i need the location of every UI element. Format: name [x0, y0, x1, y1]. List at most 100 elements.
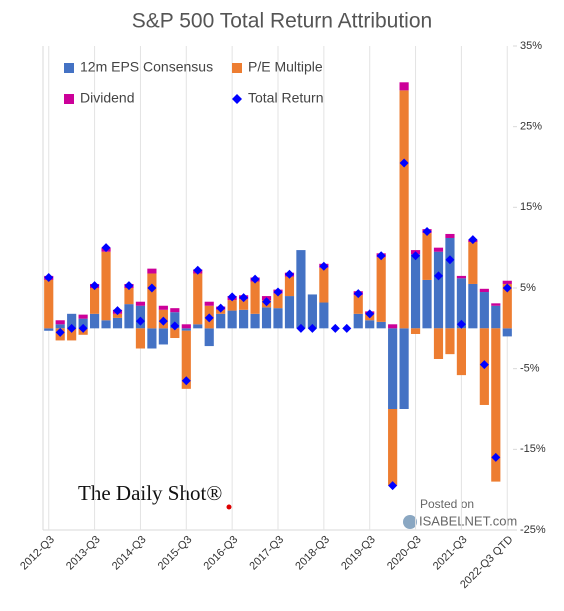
bar-segment	[388, 324, 398, 329]
total-marker	[78, 323, 88, 333]
bar-segment	[433, 328, 444, 359]
total-marker	[135, 316, 145, 326]
bar-segment	[399, 82, 409, 91]
bar-segment	[44, 328, 54, 331]
bar-segment	[147, 328, 157, 349]
bar-segment	[456, 278, 466, 329]
total-marker	[44, 273, 54, 283]
bar-segment	[181, 324, 191, 329]
bar-segment	[445, 233, 455, 238]
bar-segment	[376, 321, 386, 329]
total-marker	[55, 327, 65, 337]
bar-segment	[193, 324, 203, 329]
bar-segment	[284, 276, 295, 297]
legend-label: Dividend	[80, 90, 134, 106]
total-marker	[433, 271, 443, 281]
total-marker	[239, 293, 249, 303]
y-tick-label: -25%	[520, 524, 546, 536]
bar-segment	[273, 293, 283, 309]
total-marker	[479, 360, 489, 370]
bar-segment	[112, 317, 123, 329]
bar-segment	[44, 279, 54, 329]
total-marker	[491, 452, 501, 462]
chart-title: S&P 500 Total Return Attribution	[132, 10, 432, 33]
total-marker	[90, 281, 100, 291]
total-marker	[273, 287, 283, 297]
bar-segment	[479, 288, 489, 293]
bar-segment	[124, 304, 134, 329]
total-marker	[216, 303, 226, 313]
legend-label: Total Return	[248, 90, 323, 106]
total-marker	[445, 255, 455, 265]
total-marker	[399, 158, 409, 168]
credit-logo	[403, 515, 417, 529]
total-marker	[67, 323, 77, 333]
bar-segment	[491, 305, 501, 329]
bar-segment	[181, 330, 191, 389]
bar-segment	[273, 308, 283, 329]
total-marker	[147, 283, 157, 293]
bar-segment	[170, 312, 180, 329]
bar-segment	[433, 251, 444, 329]
total-marker	[296, 323, 306, 333]
bar-segment	[170, 308, 180, 313]
bar-segment	[319, 267, 329, 303]
bar-segment	[193, 273, 203, 325]
watermark-dot	[226, 504, 232, 510]
bar-segment	[90, 313, 100, 329]
y-tick-label: -15%	[520, 443, 546, 455]
bar-segment	[445, 328, 455, 355]
total-marker	[124, 281, 134, 291]
legend-marker	[232, 94, 242, 104]
bar-segment	[135, 301, 146, 306]
total-marker	[307, 323, 317, 333]
bar-segment	[261, 307, 272, 329]
bar-segment	[307, 294, 317, 329]
bar-segment	[158, 328, 168, 345]
legend-swatch	[232, 63, 242, 73]
watermark: The Daily Shot®	[78, 481, 222, 505]
bar-segment	[112, 313, 123, 318]
bar-segment	[78, 318, 88, 329]
y-tick-label: 5%	[520, 282, 536, 294]
bar-segment	[147, 268, 157, 274]
bar-segment	[399, 90, 409, 329]
total-marker	[411, 251, 421, 261]
bar-segment	[170, 328, 180, 339]
total-marker	[101, 243, 111, 253]
bar-segment	[101, 251, 111, 321]
bar-segment	[227, 300, 237, 311]
legend-swatch	[64, 94, 74, 104]
bar-segment	[410, 328, 421, 334]
total-marker	[456, 319, 466, 329]
total-marker	[388, 481, 398, 491]
total-marker	[330, 323, 340, 333]
y-tick-label: 35%	[520, 40, 542, 52]
bar-segment	[216, 313, 226, 329]
total-marker	[193, 265, 203, 275]
bar-segment	[456, 275, 466, 279]
bar-segment	[502, 280, 512, 284]
bar-segment	[353, 313, 363, 329]
bar-segment	[204, 328, 214, 347]
bar-segment	[135, 328, 146, 349]
y-tick-label: 25%	[520, 121, 542, 133]
bar-segment	[296, 250, 306, 329]
bar-segment	[227, 310, 237, 329]
bar-segment	[78, 314, 88, 319]
bar-segment	[410, 254, 421, 329]
bar-segment	[388, 409, 398, 486]
legend-label: 12m EPS Consensus	[80, 59, 213, 75]
bar-segment	[124, 288, 134, 305]
bar-segment	[491, 328, 501, 482]
total-marker	[376, 251, 386, 261]
total-marker	[365, 309, 375, 319]
total-marker	[262, 297, 272, 307]
bar-segment	[422, 279, 432, 329]
bar-segment	[422, 233, 432, 280]
bar-segment	[55, 320, 65, 325]
bar-segment	[55, 324, 65, 329]
bar-segment	[250, 281, 260, 314]
bar-segment	[101, 320, 111, 329]
bar-segment	[445, 237, 455, 329]
